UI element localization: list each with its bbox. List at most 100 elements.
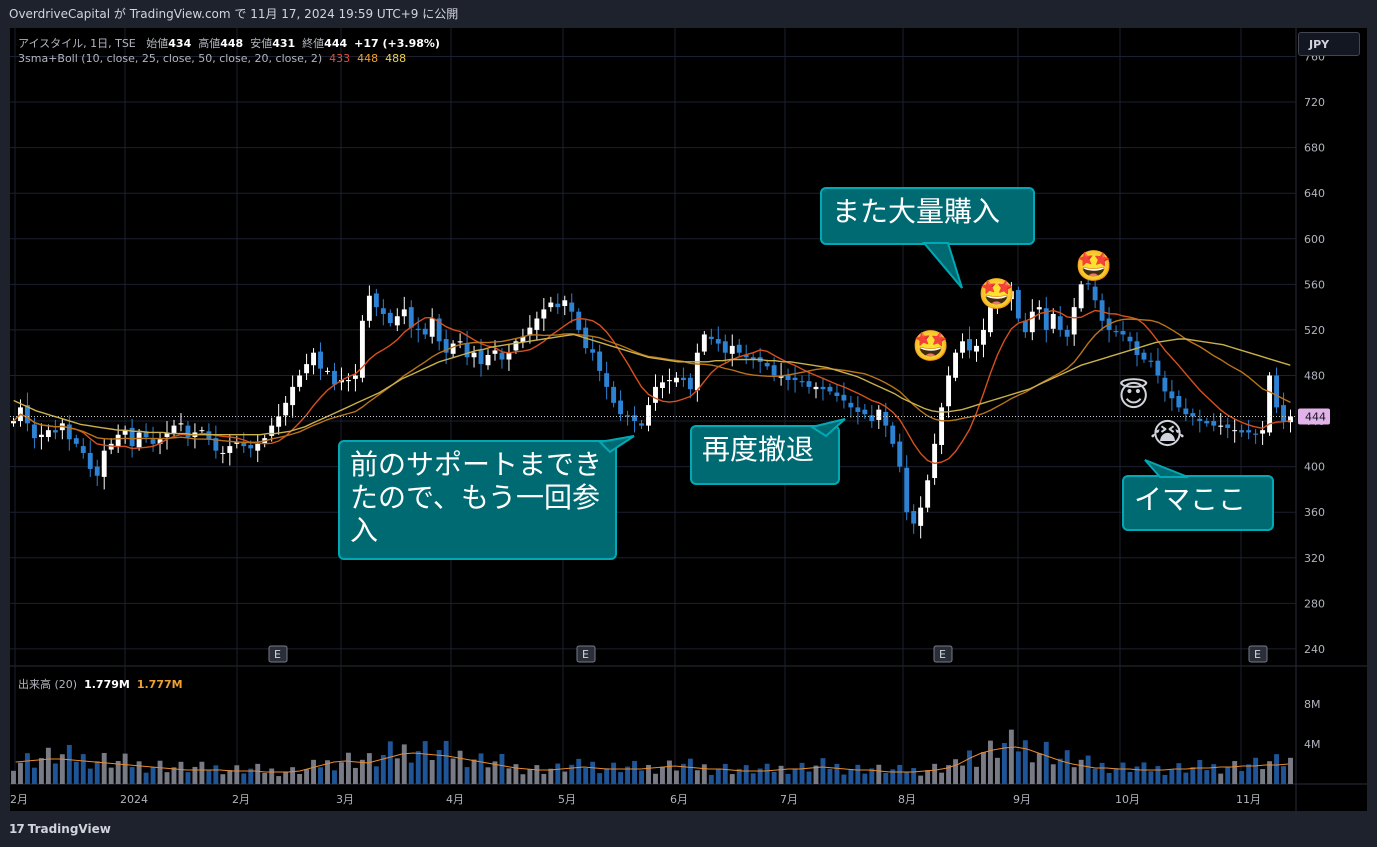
earnings-marker (576, 645, 596, 663)
candle-body (639, 423, 644, 426)
candle-body (736, 344, 742, 353)
volume-bar (820, 758, 826, 784)
volume-bar (1120, 762, 1126, 784)
candle-body (1015, 290, 1021, 319)
candle-body (11, 421, 16, 424)
volume-bar (1148, 771, 1154, 784)
volume-bar (960, 765, 965, 784)
candle-body (415, 328, 421, 330)
volume-bar (66, 745, 72, 784)
indicator-value-2: 448 (357, 52, 379, 65)
volume-bar (332, 770, 337, 784)
candle-body (318, 351, 323, 369)
candle-body (436, 318, 442, 342)
open-value: 434 (168, 37, 192, 50)
volume-bar (708, 775, 714, 784)
candle-body (576, 311, 582, 330)
volume-bar (1071, 767, 1077, 784)
candle-body (855, 407, 861, 412)
volume-bar (834, 763, 840, 784)
volume-bar (953, 759, 958, 784)
volume-bar (1183, 772, 1189, 784)
candle-body (715, 339, 721, 344)
volume-bar (1274, 754, 1279, 784)
volume-bar (1113, 768, 1119, 784)
chart-svg[interactable]: 7607206806406005605204804404003603202802… (10, 28, 1367, 811)
candle-body (1239, 430, 1245, 433)
volume-bar (457, 750, 463, 784)
candle-body (1162, 377, 1168, 392)
candle-body (1288, 416, 1293, 423)
close-value: 444 (324, 37, 348, 50)
currency-button[interactable]: JPY (1298, 32, 1360, 56)
candle-body (394, 316, 400, 326)
candle-body (932, 443, 938, 479)
volume-bar (988, 740, 993, 784)
volume-bar (38, 758, 44, 784)
volume-bar (680, 763, 686, 784)
volume-bar (918, 775, 924, 784)
candle-body (981, 329, 986, 345)
candle-body (667, 380, 672, 382)
volume-bar (541, 773, 547, 784)
volume-bar (750, 773, 756, 784)
volume-bar (1169, 769, 1175, 784)
volume-bar (464, 767, 470, 784)
candle-body (213, 438, 219, 451)
volume-bar (1029, 762, 1035, 784)
candle-body (1043, 308, 1049, 330)
tradingview-logo[interactable]: 17 TradingView (9, 822, 111, 836)
current-price-badge (1298, 408, 1330, 425)
candle-body (1225, 424, 1231, 428)
candle-body (457, 341, 463, 343)
volume-legend: 出来高 (20) 1.779M 1.777M (18, 676, 183, 692)
volume-bar (799, 762, 805, 784)
volume-bar (1211, 764, 1217, 784)
candle-body (534, 318, 540, 330)
volume-bar (1246, 764, 1252, 784)
volume-bar (304, 769, 310, 784)
price-tick-label: 240 (1304, 643, 1325, 656)
candle-body (1253, 433, 1259, 435)
candle-body (241, 442, 247, 447)
candle-body (269, 425, 275, 436)
candle-body (527, 327, 533, 336)
candle-body (1050, 313, 1056, 329)
earnings-marker-label: E (1254, 648, 1261, 661)
volume-bar (883, 772, 889, 784)
volume-bar (687, 758, 693, 784)
time-tick-label: 6月 (670, 793, 688, 806)
sma25-line (13, 318, 1291, 444)
candle-body (548, 302, 554, 308)
candle-body (1267, 375, 1273, 433)
callout-now: イマここ (1122, 475, 1274, 531)
candle-body (157, 439, 163, 444)
candle-body (729, 345, 735, 354)
chart-area[interactable]: 7607206806406005605204804404003603202802… (10, 28, 1367, 811)
volume-bar (764, 763, 770, 784)
volume-bar (248, 768, 254, 784)
volume-bar (1092, 768, 1098, 784)
volume-bar (108, 767, 114, 784)
volume-bar (311, 759, 316, 784)
volume-bar (694, 770, 700, 784)
volume-bar (1078, 759, 1084, 784)
volume-bar (611, 762, 617, 784)
volume-bar (827, 768, 833, 784)
candle-body (171, 425, 177, 434)
candle-body (429, 318, 435, 337)
volume-bar (527, 769, 533, 784)
volume-value-2: 1.777M (136, 678, 183, 691)
candle-body (806, 381, 812, 387)
time-tick-label: 2月 (10, 793, 28, 806)
candle-body (1008, 291, 1014, 300)
candle-body (597, 351, 603, 371)
volume-bar (597, 773, 603, 784)
volume-bar (339, 762, 344, 784)
candle-body (1127, 336, 1133, 342)
time-tick-label: 2024 (120, 793, 148, 806)
low-value: 431 (272, 37, 296, 50)
volume-bar (715, 769, 721, 784)
candle-body (1155, 360, 1161, 376)
volume-bar (569, 764, 575, 784)
